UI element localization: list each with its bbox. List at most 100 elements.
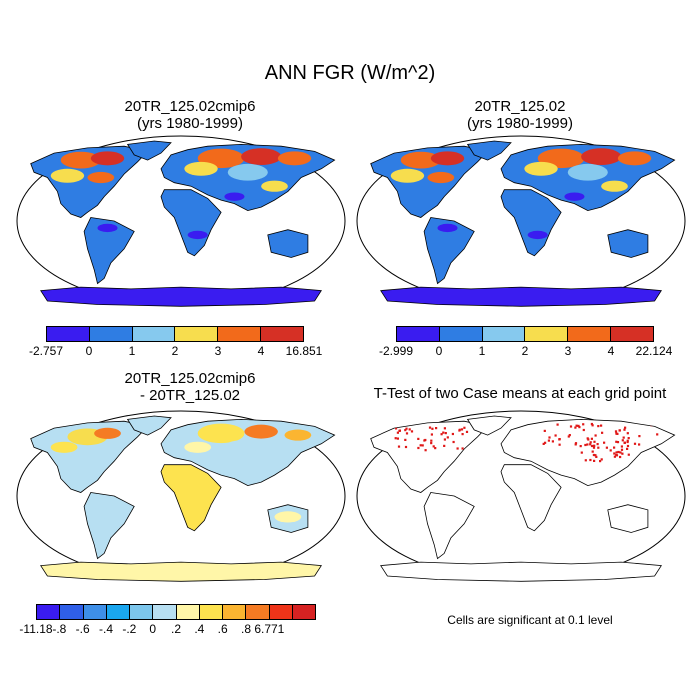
significant-cell	[423, 439, 425, 441]
significant-cell	[578, 426, 580, 428]
significant-cell	[587, 438, 589, 440]
colorbar-swatch	[200, 605, 223, 619]
significant-cell	[433, 445, 435, 447]
colorbar-swatch	[483, 327, 526, 341]
significant-cell	[591, 423, 593, 425]
significant-cell	[595, 456, 597, 458]
panel-title-difference: 20TR_125.02cmip6 - 20TR_125.02	[40, 370, 340, 404]
colorbar-swatch	[47, 327, 90, 341]
significant-cell	[417, 447, 419, 449]
colorbar-swatch	[440, 327, 483, 341]
significant-cell	[616, 451, 618, 453]
significant-cell	[575, 442, 577, 444]
field-patch	[188, 231, 208, 239]
field-patch	[244, 425, 277, 439]
field-patch	[568, 164, 608, 181]
significant-cell	[395, 437, 397, 439]
significant-cell	[590, 441, 592, 443]
significant-cell	[442, 432, 444, 434]
significant-cell	[552, 440, 554, 442]
colorbar-label: 2	[172, 344, 179, 358]
significant-cell	[638, 443, 640, 445]
continent-australia	[268, 230, 308, 258]
significant-cell	[593, 447, 595, 449]
significant-cell	[543, 443, 545, 445]
significant-cell	[457, 447, 459, 449]
significant-cell	[405, 428, 407, 430]
continent-antarctica	[41, 562, 322, 581]
significant-cell	[420, 444, 422, 446]
significant-cell	[626, 448, 628, 450]
significant-cell	[600, 425, 602, 427]
field-patch	[241, 148, 281, 165]
main-title: ANN FGR (W/m^2)	[0, 62, 700, 85]
significant-cell	[422, 444, 424, 446]
significant-cell	[406, 432, 408, 434]
significant-cell	[458, 429, 460, 431]
significant-cell	[430, 440, 432, 442]
field-patch	[94, 428, 121, 439]
significant-cell	[574, 427, 576, 429]
significant-cell	[638, 435, 640, 437]
colorbar-label: -2.757	[29, 344, 63, 358]
colorbar-label: 3	[565, 344, 572, 358]
significant-cell	[568, 435, 570, 437]
colorbar-label: 22.124	[636, 344, 673, 358]
colorbar-swatch	[611, 327, 653, 341]
significant-cell	[585, 459, 587, 461]
colorbar-label: 0	[436, 344, 443, 358]
panel-title-case2: 20TR_125.02 (yrs 1980-1999)	[370, 98, 670, 132]
field-patch	[564, 192, 584, 200]
colorbar-swatch	[293, 605, 315, 619]
colorbar-label: 4	[258, 344, 265, 358]
significant-cell	[425, 449, 427, 451]
significant-cell	[580, 445, 582, 447]
continent-antarctica	[41, 287, 322, 306]
colorbar-label: -2.999	[379, 344, 413, 358]
colorbar-swatch	[133, 327, 176, 341]
field-patch	[91, 151, 124, 165]
colorbar-label: 1	[479, 344, 486, 358]
significant-cell	[398, 430, 400, 432]
significant-cell	[622, 439, 624, 441]
colorbar-swatch	[37, 605, 60, 619]
field-patch	[184, 442, 211, 453]
significant-cell	[397, 438, 399, 440]
significant-cell	[558, 438, 560, 440]
significant-cell	[619, 429, 621, 431]
significant-cell	[548, 440, 550, 442]
significant-cell	[621, 449, 623, 451]
significant-cell	[656, 433, 658, 435]
significant-cell	[466, 431, 468, 433]
significant-cell	[398, 446, 400, 448]
significant-cell	[404, 439, 406, 441]
field-patch	[427, 172, 454, 183]
colorbar-label: 1	[129, 344, 136, 358]
significant-cell	[586, 443, 588, 445]
field-patch	[278, 151, 311, 165]
significant-cell	[417, 438, 419, 440]
colorbar-label: 6.771	[254, 622, 284, 636]
field-patch	[618, 151, 651, 165]
field-patch	[98, 224, 118, 232]
colorbar-label: -.2	[122, 622, 136, 636]
significant-cell	[463, 427, 465, 429]
colorbar-swatch	[261, 327, 303, 341]
field-patch	[581, 148, 621, 165]
significant-cell	[581, 452, 583, 454]
continent-australia	[608, 505, 648, 533]
colorbar-label: .6	[218, 622, 228, 636]
significant-cell	[628, 454, 630, 456]
field-patch	[87, 508, 114, 519]
significant-cell	[593, 454, 595, 456]
significant-cell	[597, 425, 599, 427]
colorbar-label: .2	[171, 622, 181, 636]
significant-cell	[603, 442, 605, 444]
colorbar-swatch	[270, 605, 293, 619]
significant-cell	[462, 433, 464, 435]
significant-cell	[461, 428, 463, 430]
colorbar-difference: -11.18 -.8 -.6 -.4 -.2 0 .2 .4 .6 .8 6.771	[36, 604, 316, 636]
significant-cell	[557, 424, 559, 426]
colorbar-label: .8	[241, 622, 251, 636]
colorbar-swatch	[130, 605, 153, 619]
